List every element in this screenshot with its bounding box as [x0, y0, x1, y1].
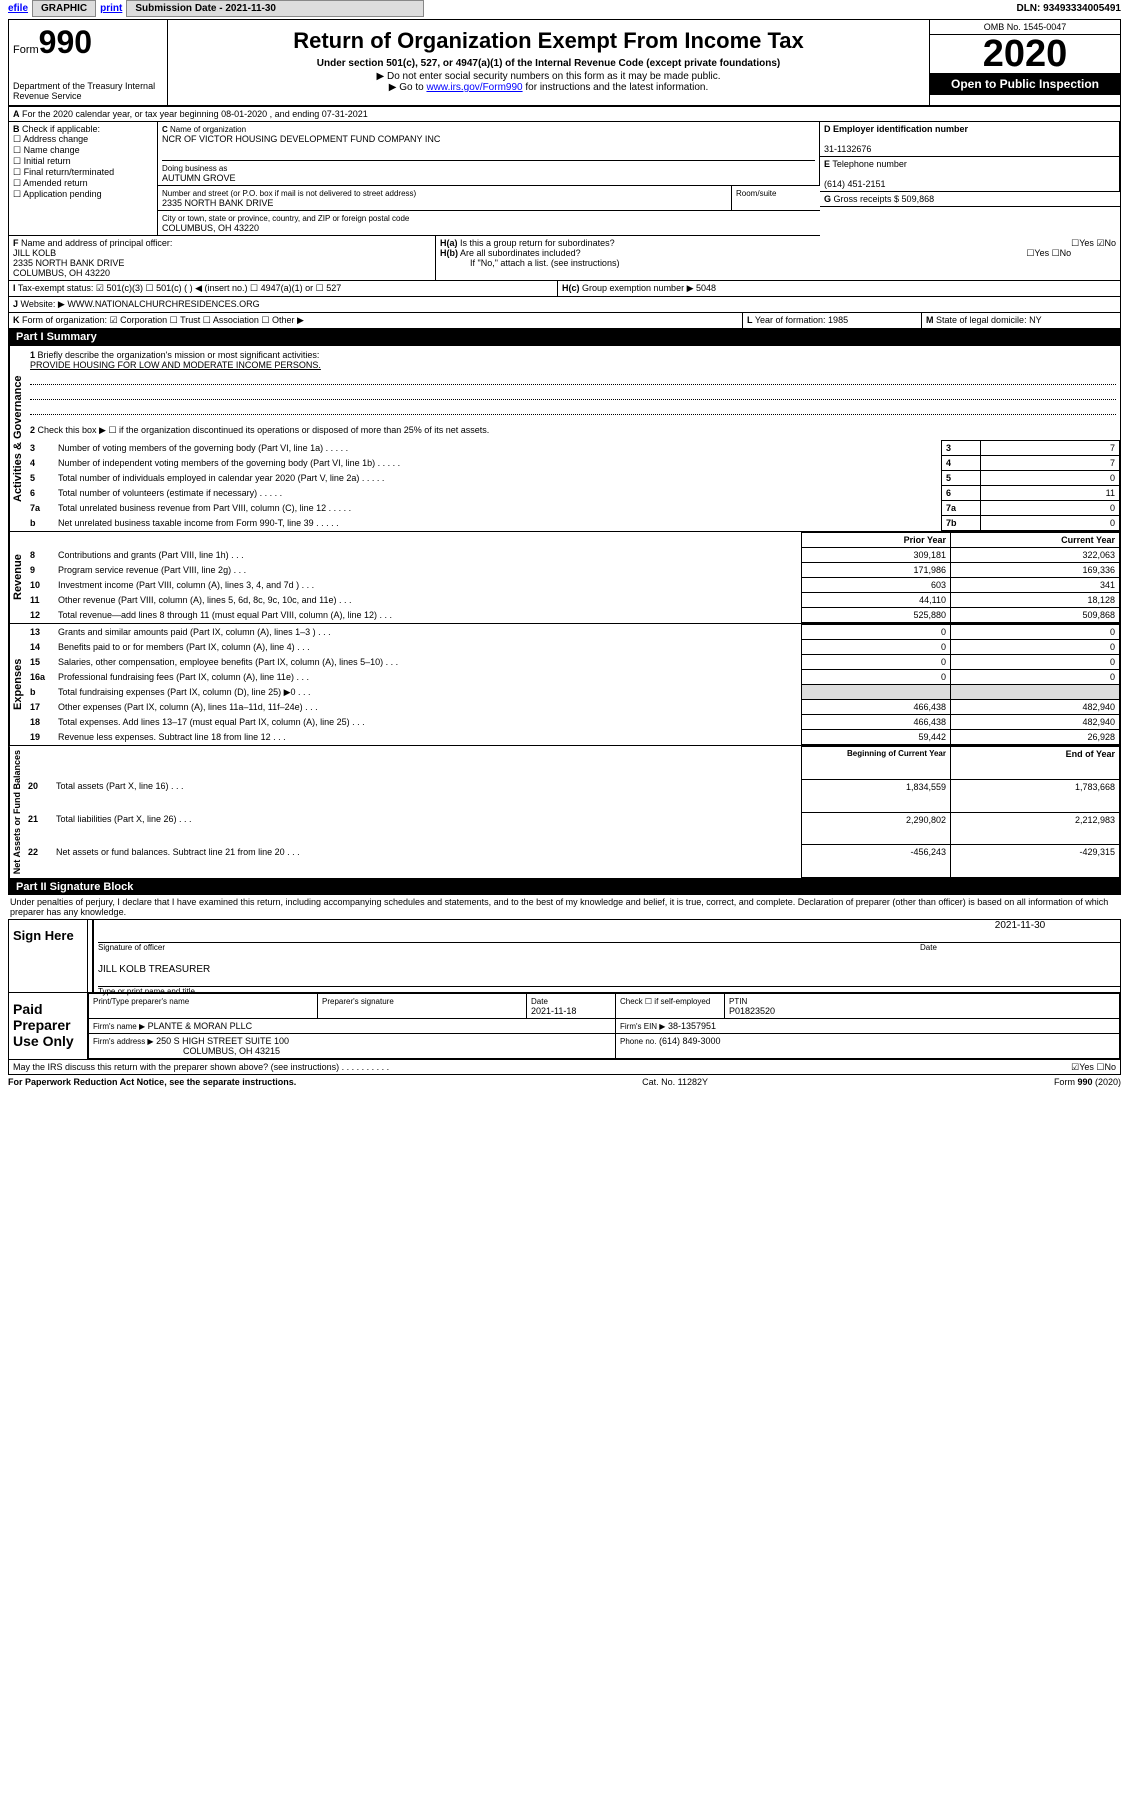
dept-label: Department of the Treasury Internal Reve… — [13, 81, 163, 101]
subtitle1: Under section 501(c), 527, or 4947(a)(1)… — [172, 58, 925, 69]
gross-receipts: Gross receipts $ 509,868 — [834, 194, 935, 204]
efile-link[interactable]: efile — [8, 3, 28, 14]
prep-phone: (614) 849-3000 — [659, 1036, 721, 1046]
graphic-btn[interactable]: GRAPHIC — [32, 0, 96, 17]
side-revenue: Revenue — [9, 532, 26, 623]
b-label: Check if applicable: — [22, 124, 100, 134]
org-name: NCR OF VICTOR HOUSING DEVELOPMENT FUND C… — [162, 134, 440, 144]
paid-preparer: Paid Preparer Use Only — [9, 993, 88, 1059]
phone: (614) 451-2151 — [824, 179, 886, 189]
discuss-row: May the IRS discuss this return with the… — [8, 1060, 1121, 1075]
mission: PROVIDE HOUSING FOR LOW AND MODERATE INC… — [30, 360, 321, 370]
year-formation: Year of formation: 1985 — [755, 315, 848, 325]
side-net: Net Assets or Fund Balances — [9, 746, 24, 878]
form-label: Form990 — [13, 24, 163, 61]
dln: DLN: 93493334005491 — [1016, 3, 1121, 14]
side-expenses: Expenses — [9, 624, 26, 745]
street-address: 2335 NORTH BANK DRIVE — [162, 198, 273, 208]
firm-name: PLANTE & MORAN PLLC — [148, 1021, 253, 1031]
irs-link[interactable]: www.irs.gov/Form990 — [426, 82, 522, 93]
form-title: Return of Organization Exempt From Incom… — [172, 28, 925, 54]
ein: 31-1132676 — [824, 144, 871, 154]
subtitle3: ▶ Go to www.irs.gov/Form990 for instruct… — [172, 82, 925, 93]
public-inspection: Open to Public Inspection — [930, 73, 1120, 95]
declaration: Under penalties of perjury, I declare th… — [8, 895, 1121, 919]
print-link[interactable]: print — [100, 3, 122, 14]
website: WWW.NATIONALCHURCHRESIDENCES.ORG — [67, 299, 259, 309]
group-exemption: 5048 — [696, 283, 716, 293]
dba: AUTUMN GROVE — [162, 173, 236, 183]
city-state: COLUMBUS, OH 43220 — [162, 223, 259, 233]
footer: For Paperwork Reduction Act Notice, see … — [8, 1075, 1121, 1089]
subdate: Submission Date - 2021-11-30 — [126, 0, 424, 17]
line-a: A For the 2020 calendar year, or tax yea… — [8, 106, 1121, 122]
subtitle2: ▶ Do not enter social security numbers o… — [172, 71, 925, 82]
form-header: Form990 Department of the Treasury Inter… — [8, 19, 1121, 106]
part1-header: Part I Summary — [8, 329, 1121, 345]
sign-here: Sign Here — [9, 920, 88, 992]
tax-year: 2020 — [930, 35, 1120, 73]
ptin: P01823520 — [729, 1006, 775, 1016]
state-domicile: State of legal domicile: NY — [936, 315, 1042, 325]
part2-header: Part II Signature Block — [8, 879, 1121, 895]
officer-name: JILL KOLB — [13, 248, 56, 258]
side-governance: Activities & Governance — [9, 346, 26, 531]
topbar: efile GRAPHIC print Submission Date - 20… — [8, 0, 1121, 17]
officer-sig-name: JILL KOLB TREASURER — [98, 956, 1120, 987]
firm-ein: 38-1357951 — [668, 1021, 716, 1031]
